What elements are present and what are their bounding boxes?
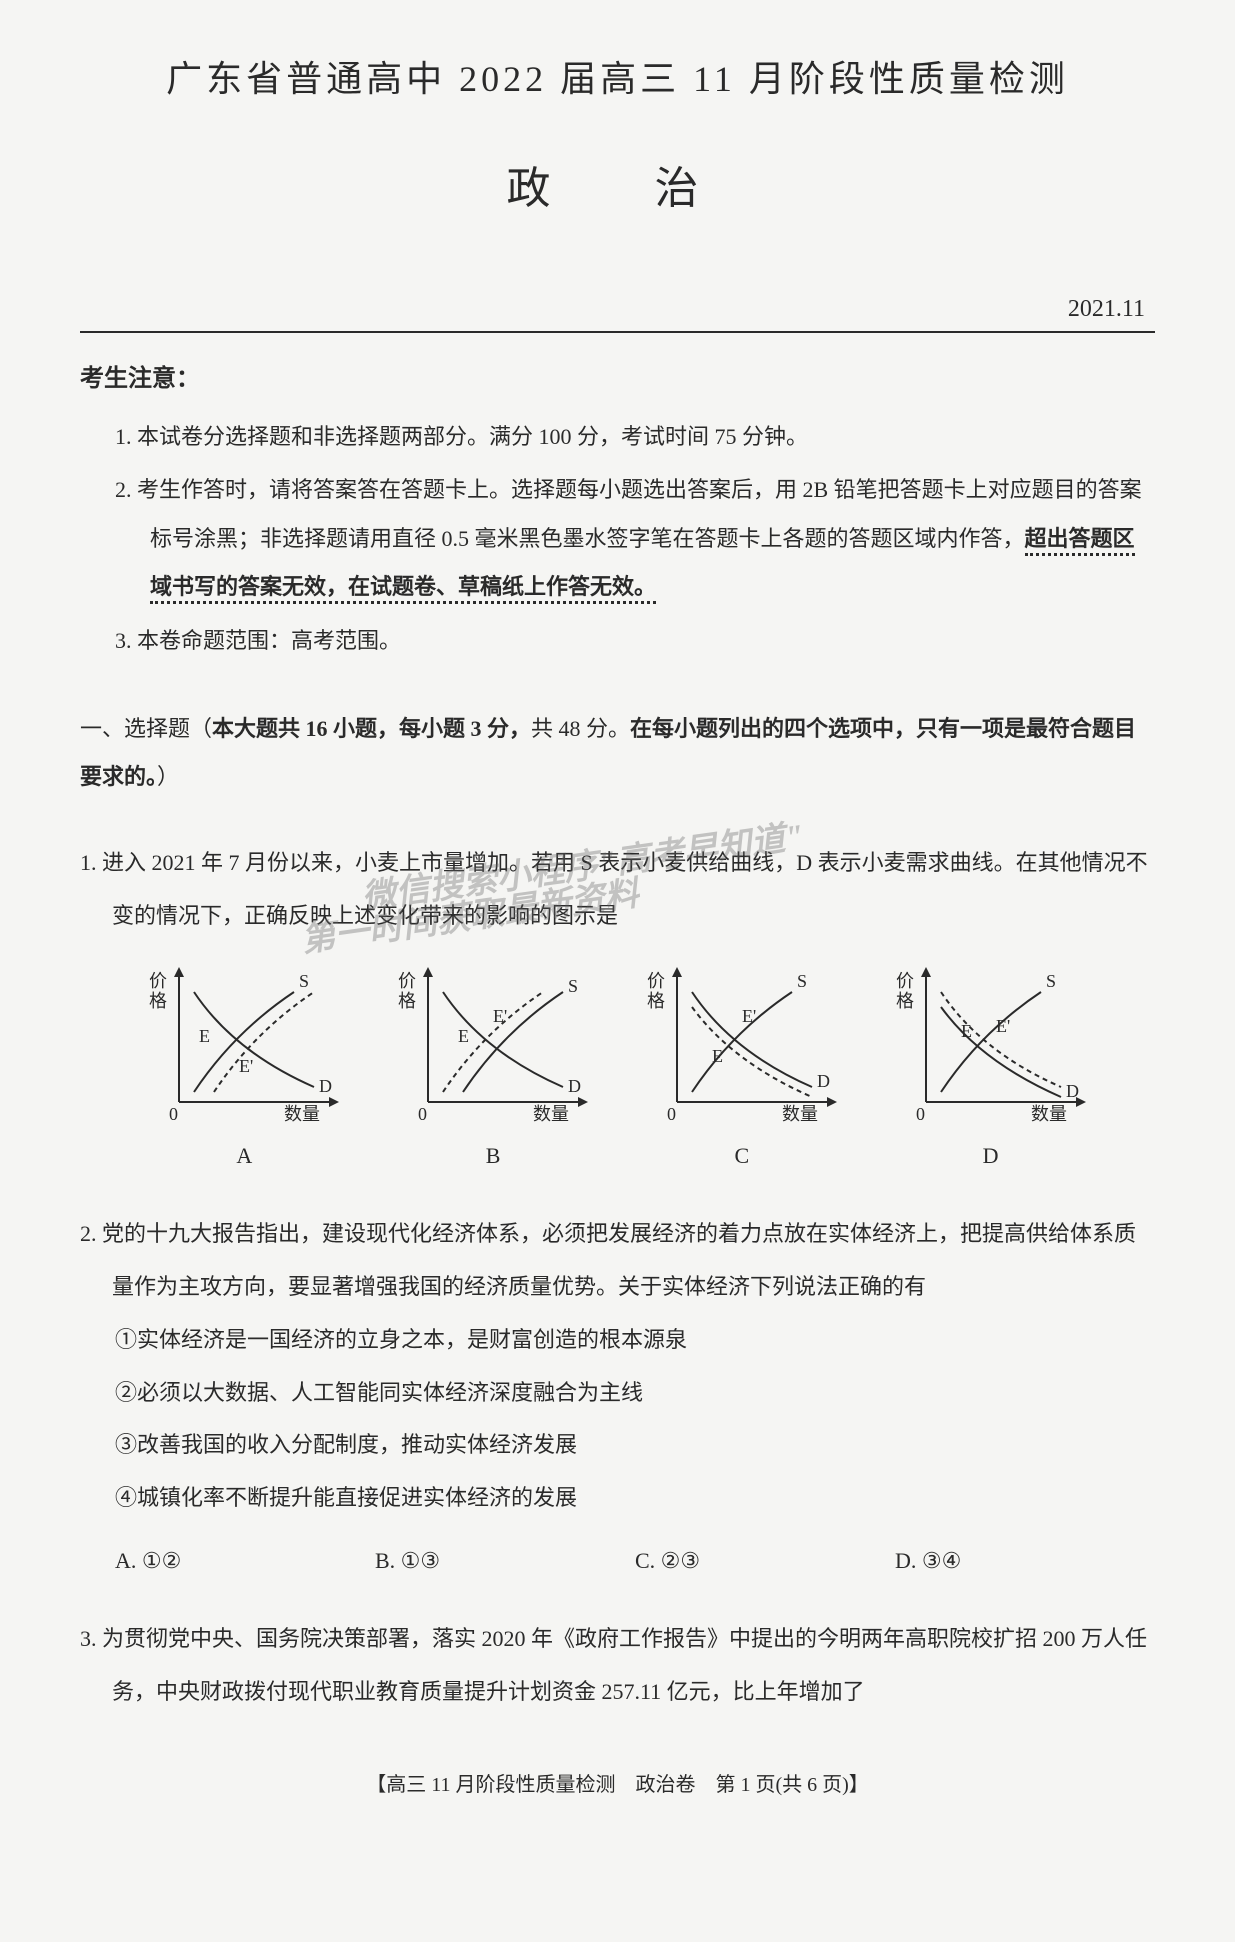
sub-option: ②必须以大数据、人工智能同实体经济深度融合为主线 xyxy=(80,1367,1155,1420)
svg-text:格: 格 xyxy=(398,991,416,1011)
svg-text:0: 0 xyxy=(418,1104,427,1122)
svg-text:数量: 数量 xyxy=(1031,1104,1067,1122)
chart-c: E' E S D 价 格 0 数量 C xyxy=(642,962,842,1183)
supply-demand-chart: E E' S D 价 格 0 数量 xyxy=(891,962,1091,1122)
svg-text:D: D xyxy=(319,1076,332,1096)
subject-title: 政 治 xyxy=(80,152,1155,216)
svg-text:D: D xyxy=(817,1071,830,1091)
choice-b: B. ①③ xyxy=(375,1535,635,1588)
svg-text:0: 0 xyxy=(667,1104,676,1122)
chart-d: E E' S D 价 格 0 数量 D xyxy=(891,962,1091,1183)
chart-label: B xyxy=(486,1130,501,1183)
svg-text:格: 格 xyxy=(896,991,914,1011)
charts-row: E E' S D 价 格 0 数量 A E E' S xyxy=(120,962,1115,1183)
supply-demand-chart: E E' S D 价 格 0 数量 xyxy=(144,962,344,1122)
svg-text:价: 价 xyxy=(647,971,665,991)
page-footer: 【高三 11 月阶段性质量检测 政治卷 第 1 页(共 6 页)】 xyxy=(80,1768,1155,1797)
svg-text:D: D xyxy=(568,1076,581,1096)
question-text: 2. 党的十九大报告指出，建设现代化经济体系，必须把发展经济的着力点放在实体经济… xyxy=(80,1208,1155,1314)
question-2: 2. 党的十九大报告指出，建设现代化经济体系，必须把发展经济的着力点放在实体经济… xyxy=(80,1208,1155,1588)
svg-text:E': E' xyxy=(996,1016,1010,1036)
main-title: 广东省普通高中 2022 届高三 11 月阶段性质量检测 xyxy=(80,50,1155,102)
svg-text:数量: 数量 xyxy=(533,1104,569,1122)
svg-text:E': E' xyxy=(742,1006,756,1026)
notice-list: 1. 本试卷分选择题和非选择题两部分。满分 100 分，考试时间 75 分钟。 … xyxy=(80,413,1155,665)
chart-label: C xyxy=(735,1130,750,1183)
svg-text:E: E xyxy=(712,1046,723,1066)
notice-item: 2. 考生作答时，请将答案答在答题卡上。选择题每小题选出答案后，用 2B 铅笔把… xyxy=(115,466,1155,611)
svg-text:D: D xyxy=(1066,1081,1079,1101)
notice-text: 2. 考生作答时，请将答案答在答题卡上。选择题每小题选出答案后，用 2B 铅笔把… xyxy=(115,477,1142,550)
svg-text:数量: 数量 xyxy=(284,1104,320,1122)
svg-text:S: S xyxy=(568,976,578,996)
notice-title: 考生注意： xyxy=(80,358,1155,393)
svg-text:价: 价 xyxy=(398,971,416,991)
chart-b: E E' S D 价 格 0 数量 B xyxy=(393,962,593,1183)
choice-c: C. ②③ xyxy=(635,1535,895,1588)
chart-a: E E' S D 价 格 0 数量 A xyxy=(144,962,344,1183)
svg-text:E': E' xyxy=(239,1056,253,1076)
question-1: 微信搜索小程序"高考早知道" 第一时间获取最新资料 1. 进入 2021 年 7… xyxy=(80,837,1155,1183)
section-bold: 本大题共 16 小题，每小题 3 分， xyxy=(212,716,531,741)
section-mid: 共 48 分。 xyxy=(531,716,630,741)
choice-a: A. ①② xyxy=(115,1535,375,1588)
supply-demand-chart: E E' S D 价 格 0 数量 xyxy=(393,962,593,1122)
chart-label: A xyxy=(236,1130,252,1183)
chart-label: D xyxy=(983,1130,999,1183)
section-prefix: 一、选择题（ xyxy=(80,716,212,741)
choice-d: D. ③④ xyxy=(895,1535,1155,1588)
svg-text:0: 0 xyxy=(916,1104,925,1122)
svg-text:S: S xyxy=(1046,971,1056,991)
options-row: A. ①② B. ①③ C. ②③ D. ③④ xyxy=(80,1535,1155,1588)
svg-text:价: 价 xyxy=(149,971,167,991)
sub-option: ①实体经济是一国经济的立身之本，是财富创造的根本源泉 xyxy=(80,1314,1155,1367)
question-3: 3. 为贯彻党中央、国务院决策部署，落实 2020 年《政府工作报告》中提出的今… xyxy=(80,1613,1155,1719)
question-text: 3. 为贯彻党中央、国务院决策部署，落实 2020 年《政府工作报告》中提出的今… xyxy=(80,1613,1155,1719)
notice-item: 1. 本试卷分选择题和非选择题两部分。满分 100 分，考试时间 75 分钟。 xyxy=(115,413,1155,461)
svg-text:E: E xyxy=(961,1021,972,1041)
svg-text:S: S xyxy=(299,971,309,991)
svg-text:E': E' xyxy=(493,1006,507,1026)
svg-text:E: E xyxy=(458,1026,469,1046)
svg-text:数量: 数量 xyxy=(782,1104,818,1122)
svg-text:E: E xyxy=(199,1026,210,1046)
section-suffix: ） xyxy=(157,764,179,789)
svg-text:0: 0 xyxy=(169,1104,178,1122)
supply-demand-chart: E' E S D 价 格 0 数量 xyxy=(642,962,842,1122)
notice-item: 3. 本卷命题范围：高考范围。 xyxy=(115,617,1155,665)
sub-option: ③改善我国的收入分配制度，推动实体经济发展 xyxy=(80,1419,1155,1472)
svg-text:格: 格 xyxy=(647,991,665,1011)
section-title: 一、选择题（本大题共 16 小题，每小题 3 分，共 48 分。在每小题列出的四… xyxy=(80,705,1155,802)
exam-date: 2021.11 xyxy=(80,296,1155,323)
divider xyxy=(80,331,1155,333)
svg-text:格: 格 xyxy=(149,991,167,1011)
sub-option: ④城镇化率不断提升能直接促进实体经济的发展 xyxy=(80,1472,1155,1525)
svg-text:S: S xyxy=(797,971,807,991)
question-text: 1. 进入 2021 年 7 月份以来，小麦上市量增加。若用 S 表示小麦供给曲… xyxy=(80,837,1155,943)
svg-text:价: 价 xyxy=(896,971,914,991)
